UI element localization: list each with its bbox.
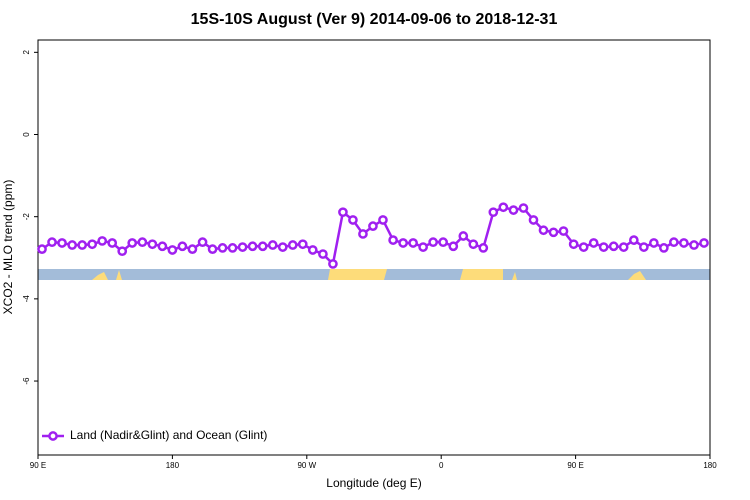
series-line: [41, 205, 705, 267]
point: [408, 238, 418, 248]
point: [348, 215, 358, 225]
point: [649, 238, 659, 248]
point: [689, 240, 699, 250]
x-tick-label: 90 W: [297, 461, 316, 470]
legend-marker: [48, 431, 58, 441]
chart-title: 15S-10S August (Ver 9) 2014-09-06 to 201…: [191, 11, 558, 28]
point: [167, 245, 178, 255]
land-patch: [628, 271, 646, 280]
point: [127, 238, 138, 248]
x-tick-label: 180: [703, 461, 717, 470]
point: [458, 231, 469, 241]
point: [107, 238, 118, 248]
y-axis-label: XCO2 - MLO trend (ppm): [1, 180, 15, 315]
point: [388, 235, 398, 245]
point: [87, 239, 98, 250]
point: [147, 239, 158, 250]
point: [558, 226, 569, 236]
point: [468, 239, 479, 250]
point: [207, 244, 218, 254]
point: [338, 207, 348, 218]
point: [378, 215, 388, 225]
point: [57, 238, 67, 248]
point: [368, 221, 378, 231]
point: [478, 243, 489, 253]
land-patch: [460, 269, 503, 280]
point: [67, 240, 78, 250]
point: [287, 240, 298, 250]
point: [568, 239, 579, 250]
point: [588, 238, 599, 248]
point: [157, 241, 168, 252]
point: [498, 202, 509, 213]
point: [488, 207, 499, 218]
x-tick-label: 180: [166, 461, 180, 470]
point: [297, 239, 308, 250]
y-tick-label: 0: [22, 132, 31, 137]
point: [318, 249, 328, 259]
point: [197, 237, 208, 248]
point: [398, 238, 408, 248]
x-tick-label: 0: [439, 461, 444, 470]
point: [608, 241, 619, 252]
point: [187, 244, 198, 254]
point: [137, 237, 148, 248]
y-tick-label: -4: [22, 295, 31, 303]
legend-label: Land (Nadir&Glint) and Ocean (Glint): [70, 428, 267, 442]
land-ocean-strip: [38, 269, 710, 280]
point: [528, 215, 539, 225]
point: [307, 245, 318, 255]
land-patch: [512, 272, 517, 280]
point: [518, 203, 529, 213]
point: [47, 237, 57, 248]
point: [117, 246, 128, 257]
x-tick-label: 90 E: [30, 461, 46, 470]
point: [628, 235, 639, 245]
point: [428, 237, 438, 248]
point: [548, 227, 559, 238]
land-patch: [116, 270, 122, 280]
point: [508, 205, 519, 215]
point: [267, 240, 278, 250]
point: [227, 243, 238, 253]
point: [679, 238, 689, 248]
point: [257, 241, 268, 252]
point: [77, 240, 88, 250]
point: [699, 238, 709, 248]
point: [177, 241, 188, 252]
point: [328, 259, 338, 269]
point: [669, 237, 679, 248]
point: [37, 244, 47, 254]
y-tick-label: -6: [22, 377, 31, 385]
land-patch: [328, 269, 387, 280]
y-tick-label: -2: [22, 213, 31, 221]
point: [578, 242, 589, 252]
point: [659, 243, 669, 253]
point: [237, 242, 248, 252]
point: [598, 242, 609, 252]
x-axis-label: Longitude (deg E): [326, 476, 421, 490]
point: [638, 242, 649, 252]
point: [448, 241, 459, 252]
point: [618, 242, 629, 252]
point: [438, 237, 448, 248]
y-tick-label: 2: [22, 50, 31, 55]
x-tick-label: 90 E: [567, 461, 583, 470]
point: [538, 225, 549, 236]
point: [217, 243, 228, 253]
point: [247, 241, 258, 252]
point: [277, 242, 288, 252]
land-patch: [92, 272, 108, 280]
point: [418, 242, 428, 252]
point: [97, 236, 108, 246]
point: [358, 229, 368, 239]
